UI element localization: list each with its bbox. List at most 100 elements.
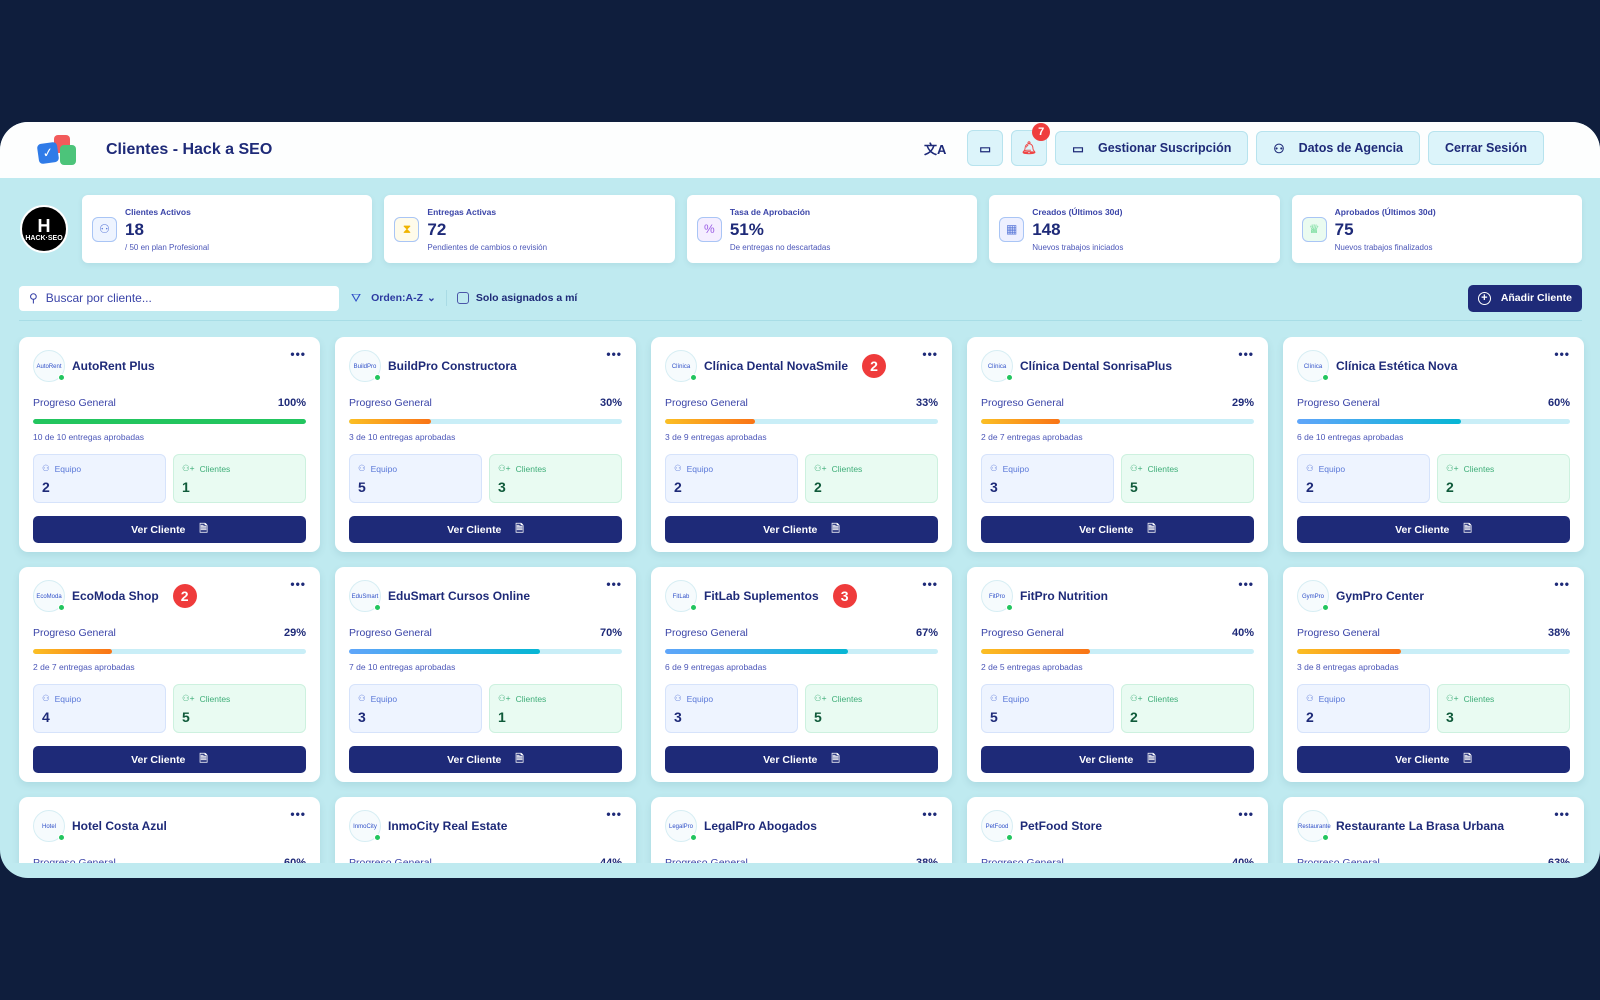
clients-label-text: Clientes	[1463, 693, 1495, 704]
plus-circle-icon: +	[1477, 291, 1491, 305]
user-plus-icon: ⚇+	[498, 693, 511, 703]
client-name[interactable]: EduSmart Cursos Online	[388, 589, 531, 603]
progress-percent: 33%	[915, 397, 938, 409]
divider	[445, 290, 447, 306]
team-box: ⚇ Equipo 2	[1297, 454, 1430, 503]
view-client-button[interactable]: Ver Cliente 🗎︎	[981, 516, 1254, 543]
client-logo: Clínica	[1297, 350, 1329, 382]
client-name[interactable]: EcoModa Shop	[72, 589, 159, 603]
trophy-icon: ♕	[1301, 216, 1327, 242]
progress-label: Progreso General	[33, 397, 116, 409]
view-client-button[interactable]: Ver Cliente 🗎︎	[665, 746, 938, 773]
more-options-icon[interactable]: •••	[922, 577, 938, 591]
more-options-icon[interactable]: •••	[1554, 347, 1570, 361]
online-status-dot	[1322, 604, 1329, 611]
more-options-icon[interactable]: •••	[922, 807, 938, 821]
view-client-button[interactable]: Ver Cliente 🗎︎	[33, 746, 306, 773]
more-options-icon[interactable]: •••	[606, 577, 622, 591]
client-name[interactable]: BuildPro Constructora	[388, 359, 517, 373]
team-icon: ⚇	[674, 463, 682, 473]
progress-label: Progreso General	[981, 857, 1064, 863]
user-plus-icon: ⚇+	[1446, 693, 1459, 703]
more-options-icon[interactable]: •••	[290, 807, 306, 821]
add-client-button[interactable]: + Añadir Cliente	[1467, 284, 1582, 312]
view-client-button[interactable]: Ver Cliente 🗎︎	[33, 516, 306, 543]
more-options-icon[interactable]: •••	[1554, 807, 1570, 821]
client-name[interactable]: InmoCity Real Estate	[388, 819, 508, 833]
manage-subscription-button[interactable]: ▭ Gestionar Suscripción	[1055, 131, 1249, 165]
clients-count: 2	[1130, 709, 1138, 725]
stat-card: ▦ Creados (Últimos 30d) 148 Nuevos trabajos…	[989, 195, 1280, 263]
client-name[interactable]: Clínica Dental SonrisaPlus	[1020, 359, 1173, 373]
team-count: 5	[358, 479, 366, 495]
client-name[interactable]: LegalPro Abogados	[704, 819, 817, 833]
client-name[interactable]: Restaurante La Brasa Urbana	[1336, 819, 1505, 833]
more-options-icon[interactable]: •••	[922, 347, 938, 361]
client-card: Clínica Clínica Estética Nova ••• Progreso …	[1283, 337, 1584, 552]
filter-icon[interactable]: ⛛	[351, 290, 362, 305]
view-client-button[interactable]: Ver Cliente 🗎︎	[1297, 516, 1570, 543]
deliveries-text: 3 de 10 entregas aprobadas	[349, 432, 456, 442]
progress-label: Progreso General	[665, 397, 748, 409]
client-name[interactable]: FitPro Nutrition	[1020, 589, 1108, 603]
more-options-icon[interactable]: •••	[1238, 577, 1254, 591]
more-options-icon[interactable]: •••	[290, 577, 306, 591]
online-status-dot	[58, 374, 65, 381]
view-client-button[interactable]: Ver Cliente 🗎︎	[349, 516, 622, 543]
agency-avatar[interactable]: H HACK·SEO	[20, 205, 68, 253]
more-options-icon[interactable]: •••	[606, 807, 622, 821]
clients-grid-scroll[interactable]: AutoRent AutoRent Plus ••• Progreso General…	[0, 337, 1600, 863]
client-name[interactable]: AutoRent Plus	[72, 359, 155, 373]
progress-fill	[33, 649, 113, 654]
client-card-header: FitLab FitLab Suplementos 3	[665, 580, 938, 612]
more-options-icon[interactable]: •••	[606, 347, 622, 361]
clients-count: 1	[182, 479, 190, 495]
progress-row: Progreso General 30%	[349, 397, 622, 409]
more-options-icon[interactable]: •••	[290, 347, 306, 361]
online-status-dot	[690, 604, 697, 611]
progress-bar	[665, 649, 938, 654]
clients-label: ⚇+ Clientes	[182, 693, 297, 704]
stat-value: 51%	[729, 219, 764, 239]
agency-data-button[interactable]: ⚇ Datos de Agencia	[1256, 131, 1421, 165]
stats-boxes: ⚇ Equipo 3 ⚇+ Clientes 1	[349, 684, 622, 733]
client-name[interactable]: FitLab Suplementos	[704, 589, 819, 603]
stat-card: % Tasa de Aprobación 51% De entregas no des…	[686, 195, 978, 263]
client-name[interactable]: Clínica Estética Nova	[1336, 359, 1458, 373]
stat-value: 18	[125, 219, 144, 239]
view-client-button[interactable]: Ver Cliente 🗎︎	[349, 746, 622, 773]
client-name[interactable]: Clínica Dental NovaSmile	[704, 359, 849, 373]
client-name[interactable]: GymPro Center	[1336, 589, 1425, 603]
client-name[interactable]: Hotel Costa Azul	[72, 819, 167, 833]
view-client-button[interactable]: Ver Cliente 🗎︎	[981, 746, 1254, 773]
view-client-button[interactable]: Ver Cliente 🗎︎	[1297, 746, 1570, 773]
client-name[interactable]: PetFood Store	[1020, 819, 1103, 833]
stat-value: 75	[1334, 219, 1354, 239]
search-input[interactable]	[45, 291, 306, 305]
document-icon: 🗎︎	[831, 522, 840, 535]
notifications-button[interactable]: 🔔︎ 7	[1011, 123, 1051, 166]
stat-card: ♕ Aprobados (Últimos 30d) 75 Nuevos trabajo…	[1291, 195, 1583, 263]
progress-fill	[665, 649, 848, 654]
translate-icon[interactable]: 文A	[923, 141, 947, 157]
logout-button[interactable]: Cerrar Sesión	[1428, 131, 1544, 165]
stat-label: Clientes Activos	[125, 206, 191, 217]
more-options-icon[interactable]: •••	[1238, 347, 1254, 361]
online-status-dot	[1006, 374, 1013, 381]
user-plus-icon: ⚇+	[182, 693, 195, 703]
only-assigned-checkbox[interactable]: Solo asignados a mí	[456, 292, 577, 304]
order-dropdown[interactable]: Orden:A-Z ⌄	[371, 292, 436, 304]
client-card-header: Clínica Clínica Dental SonrisaPlus	[981, 350, 1254, 382]
clients-box: ⚇+ Clientes 2	[1121, 684, 1254, 733]
more-options-icon[interactable]: •••	[1238, 807, 1254, 821]
progress-percent: 38%	[1547, 627, 1570, 639]
search-box[interactable]: ⚲	[19, 285, 339, 311]
progress-bar	[33, 419, 306, 424]
view-client-button[interactable]: Ver Cliente 🗎︎	[665, 516, 938, 543]
progress-label: Progreso General	[33, 857, 116, 863]
client-logo: Clínica	[665, 350, 697, 382]
calendar-button[interactable]: ▭	[967, 130, 1004, 166]
progress-bar	[33, 649, 306, 654]
more-options-icon[interactable]: •••	[1554, 577, 1570, 591]
clients-box: ⚇+ Clientes 5	[1121, 454, 1254, 503]
